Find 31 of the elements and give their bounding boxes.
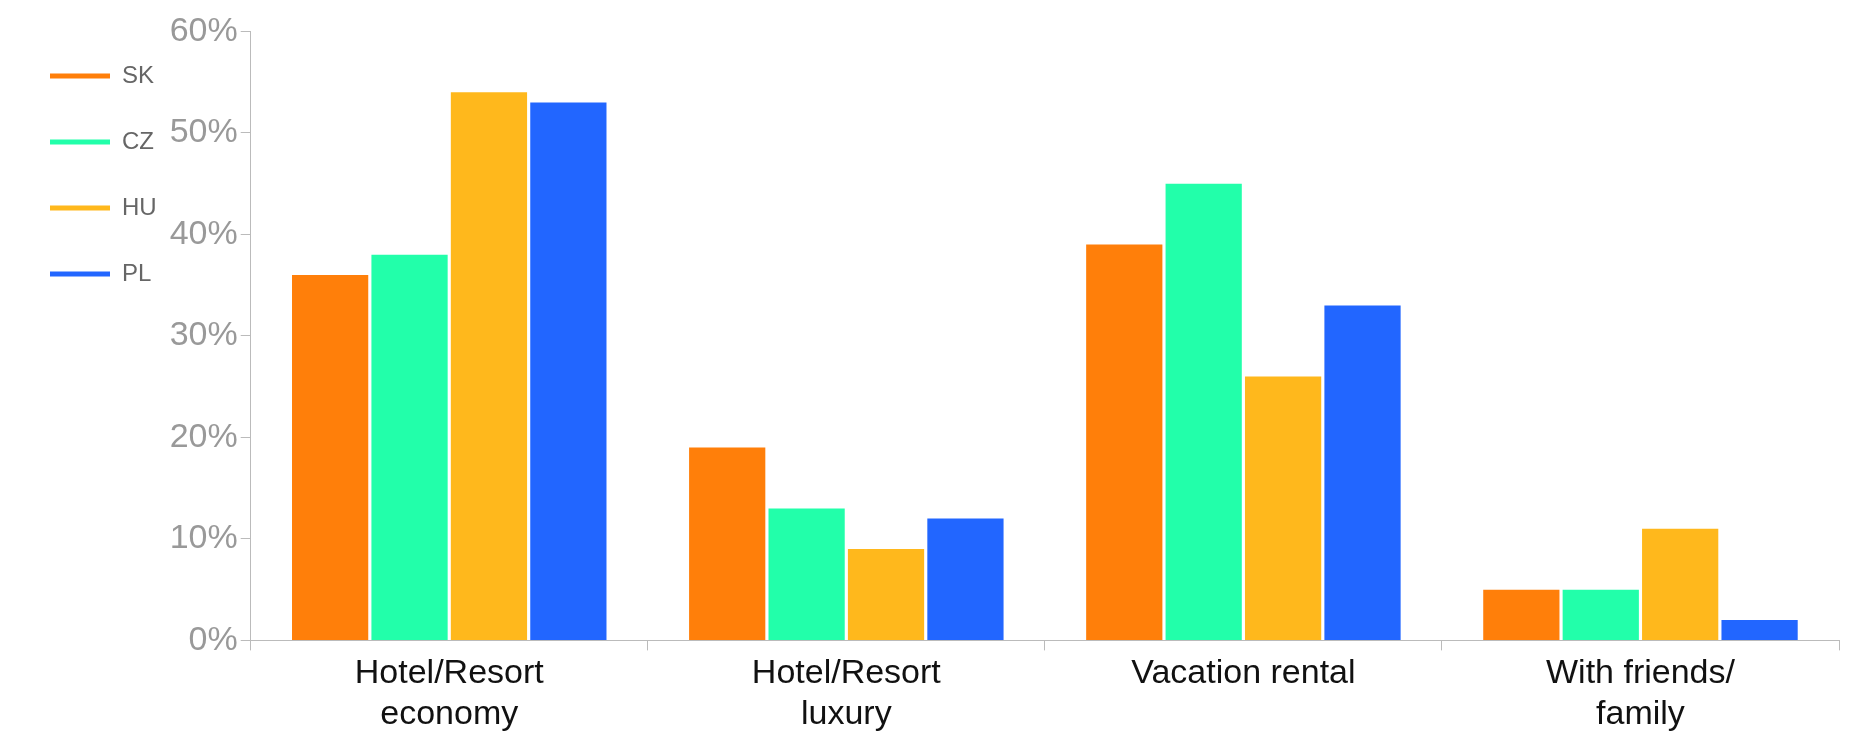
- bar: [768, 508, 845, 640]
- legend-label: CZ: [122, 126, 154, 154]
- bar: [292, 275, 369, 640]
- x-tick-label: Hotel/Resort luxury: [751, 652, 942, 731]
- bar: [847, 549, 925, 640]
- bar: [450, 92, 528, 640]
- bar: [1562, 589, 1639, 640]
- legend-label: PL: [122, 258, 152, 286]
- y-tick-label: 40%: [169, 212, 238, 251]
- bar: [1324, 305, 1401, 640]
- bar: [1244, 376, 1322, 640]
- y-tick-label: 50%: [169, 111, 238, 150]
- y-tick-label: 10%: [169, 517, 238, 556]
- bar: [371, 254, 448, 640]
- y-tick-label: 30%: [169, 314, 238, 353]
- y-tick-label: 20%: [169, 415, 238, 454]
- x-tick-label: Hotel/Resort economy: [354, 652, 545, 731]
- legend-label: SK: [122, 60, 155, 88]
- x-tick-label: Vacation rental: [1131, 652, 1356, 691]
- bar: [530, 102, 607, 640]
- bar: [1483, 589, 1560, 640]
- bar: [1642, 528, 1719, 640]
- x-tick-label: With friends/ family: [1545, 652, 1736, 731]
- y-tick-label: 0%: [188, 618, 238, 657]
- legend-label: HU: [122, 192, 157, 220]
- bar: [1721, 620, 1798, 640]
- bar: [1165, 183, 1242, 640]
- bar: [927, 518, 1004, 640]
- bar: [689, 447, 766, 640]
- y-tick-label: 60%: [169, 9, 238, 48]
- bar: [1086, 244, 1163, 640]
